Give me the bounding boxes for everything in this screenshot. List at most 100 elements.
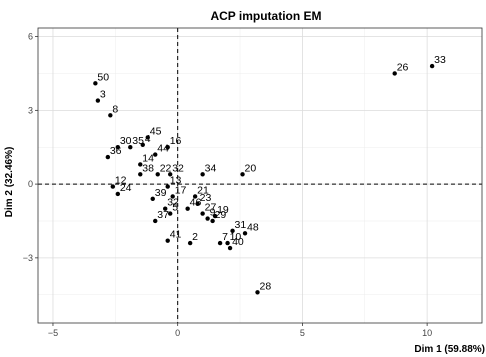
data-point (255, 290, 260, 295)
data-point (108, 113, 113, 118)
data-point-label: 12 (115, 175, 127, 187)
data-point-label: 10 (230, 231, 242, 243)
data-point (242, 231, 248, 236)
data-point (115, 191, 121, 197)
x-tick-label: 10 (422, 328, 432, 338)
data-point (195, 201, 200, 206)
y-tick-label: −3 (23, 253, 33, 263)
data-point (230, 228, 235, 234)
data-point (392, 71, 397, 76)
x-axis-label: Dim 1 (59.88%) (414, 344, 485, 355)
data-point (110, 184, 116, 189)
data-point-label: 26 (397, 61, 409, 73)
data-point-label: 20 (245, 162, 257, 174)
data-point (168, 211, 173, 216)
data-point (163, 206, 168, 211)
data-point (225, 240, 230, 246)
data-point-label: 32 (172, 162, 184, 174)
y-tick-label: 3 (28, 105, 33, 115)
data-point (155, 172, 160, 177)
data-point-label: 2 (192, 231, 198, 243)
y-axis-label: Dim 2 (32.46%) (4, 147, 15, 218)
data-point-label: 32 (167, 197, 179, 209)
data-point-label: 9 (210, 207, 216, 219)
data-point-label: 13 (170, 175, 182, 187)
data-point (153, 152, 158, 157)
data-point-label: 35 (132, 135, 144, 147)
data-point (153, 218, 158, 224)
data-point (212, 213, 218, 219)
reference-lines (38, 28, 482, 323)
data-point-label: 46 (190, 197, 202, 209)
data-point-label: 14 (142, 152, 154, 164)
data-point-label: 37 (157, 209, 169, 221)
data-point (95, 98, 101, 103)
data-point-label: 17 (175, 184, 187, 196)
data-point (185, 206, 190, 211)
data-point-label: 22 (160, 162, 172, 174)
data-point (210, 218, 215, 224)
grid (38, 28, 482, 323)
x-tick-label: 0 (175, 328, 180, 338)
data-point-label: 39 (155, 187, 167, 199)
data-point (165, 238, 170, 243)
data-point-label: 24 (120, 182, 132, 194)
data-point-label: 29 (215, 209, 227, 221)
data-point-label: 41 (170, 229, 182, 241)
data-point-label: 27 (205, 202, 217, 214)
data-point-label: 40 (232, 236, 244, 248)
data-point (150, 196, 155, 202)
data-point-label: 4 (145, 133, 151, 145)
y-tick-label: 6 (28, 32, 33, 42)
data-point-label: 33 (434, 54, 446, 66)
data-point-label: 23 (200, 192, 212, 204)
data-point (240, 172, 245, 177)
data-point-label: 7 (222, 231, 228, 243)
data-point (227, 245, 233, 251)
data-point-label: 44 (157, 143, 169, 155)
data-point (217, 240, 223, 246)
data-point-label: 28 (260, 280, 272, 292)
data-point (187, 240, 193, 246)
data-point (138, 162, 143, 167)
chart-title: ACP imputation EM (210, 9, 321, 23)
data-point-label: 34 (205, 162, 217, 174)
data-point (128, 145, 133, 150)
data-point-label: 50 (97, 71, 109, 83)
x-tick-label: 5 (300, 328, 305, 338)
data-point (105, 154, 111, 160)
data-point-label: 30 (120, 135, 132, 147)
data-point (429, 63, 435, 69)
data-point (165, 145, 170, 150)
data-point (165, 184, 170, 189)
data-point-label: 36 (110, 145, 122, 157)
data-point-label: 45 (150, 125, 162, 137)
x-tick-label: −5 (48, 328, 58, 338)
data-point (93, 81, 98, 86)
data-point (205, 216, 210, 221)
data-point (138, 172, 143, 177)
data-point-label: 8 (112, 103, 118, 115)
data-point-label: 31 (235, 219, 247, 231)
data-point-label: 38 (142, 162, 154, 174)
data-point-label: 19 (217, 204, 229, 216)
data-point (192, 194, 198, 199)
data-point (200, 172, 205, 177)
data-point (170, 194, 175, 199)
data-point-label: 48 (247, 221, 259, 233)
plot-panel-border (37, 27, 483, 324)
data-point (115, 145, 121, 150)
data-point (140, 142, 145, 147)
data-point (168, 172, 173, 177)
y-tick-label: 0 (28, 179, 33, 189)
data-point-label: 16 (170, 135, 182, 147)
data-point-label: 21 (197, 184, 209, 196)
data-point-label: 3 (100, 89, 106, 101)
data-point-label: 5 (172, 202, 178, 214)
data-point (200, 211, 205, 216)
data-point (145, 135, 150, 140)
